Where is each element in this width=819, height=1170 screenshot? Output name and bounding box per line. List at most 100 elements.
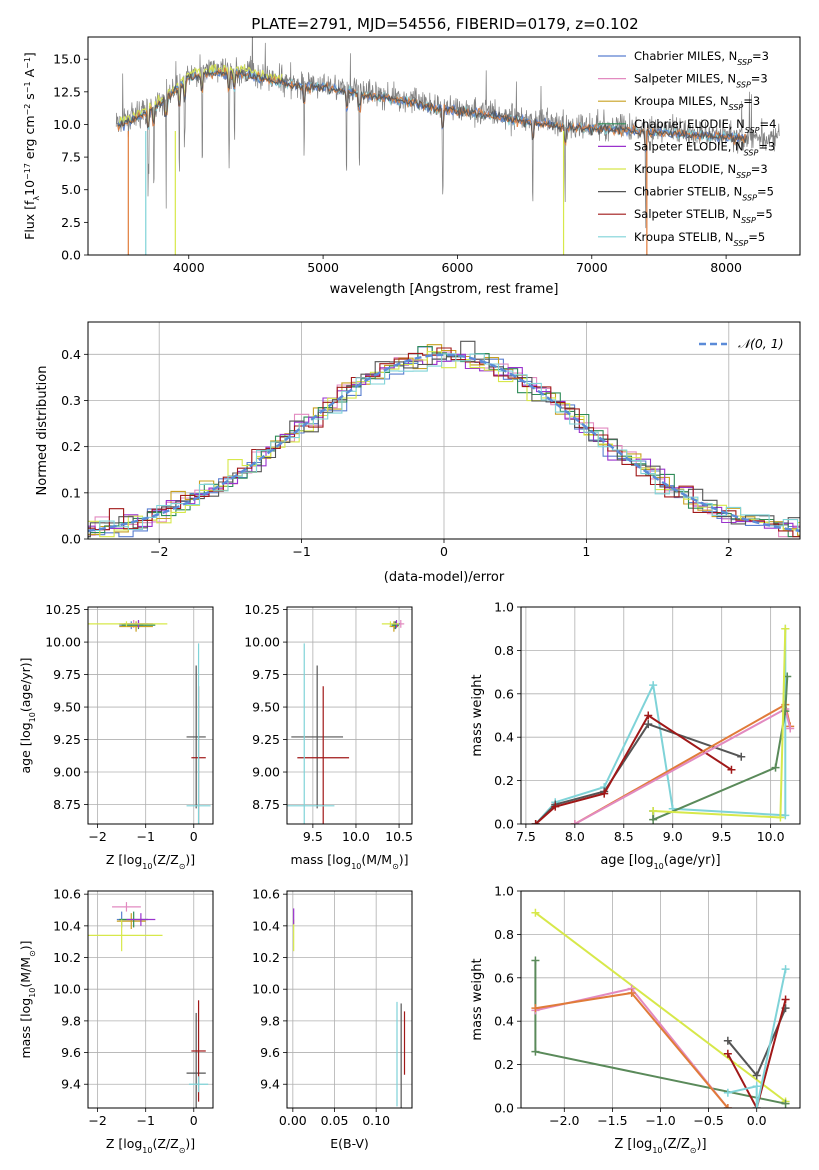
mass-weight-marker bbox=[781, 965, 790, 974]
weight_vs_age-series bbox=[531, 624, 795, 824]
residual-histogram-step bbox=[88, 344, 800, 536]
mass-weight-line bbox=[727, 968, 787, 1108]
x-tick-label: 8.5 bbox=[614, 829, 634, 844]
y-tick-label: 0.0 bbox=[61, 532, 81, 547]
mass-weight-marker bbox=[600, 789, 609, 798]
y-tick-label: 9.25 bbox=[252, 732, 280, 747]
x-tick-label: −2 bbox=[150, 544, 168, 559]
mass-weight-marker bbox=[786, 724, 795, 733]
mass-weight-marker bbox=[737, 752, 746, 761]
y-tick-label: 9.50 bbox=[53, 700, 81, 715]
x-tick-label: 8.0 bbox=[565, 829, 585, 844]
y-tick-label: 0.6 bbox=[494, 686, 514, 701]
y-tick-label: 10.0 bbox=[53, 982, 81, 997]
age_vs_mass-frame bbox=[286, 606, 413, 825]
mass_vs_EBV-errorbars bbox=[293, 908, 406, 1108]
mass-weight-marker bbox=[781, 1099, 790, 1108]
x-tick-label: 2 bbox=[725, 544, 733, 559]
mass-weight-line bbox=[535, 714, 733, 824]
age_vs_mass-axes: 9.5 10.0 10.5 8.75 9.00 9.25 9.50 9.75 10.00 10.2… bbox=[244, 602, 413, 844]
y-tick-label: 0.4 bbox=[494, 730, 514, 745]
errorbar-point bbox=[392, 621, 400, 630]
mass-weight-line bbox=[534, 911, 787, 1103]
x-tick-label: 10.0 bbox=[342, 829, 370, 844]
mass-weight-marker bbox=[649, 815, 658, 824]
y-tick-label: 0.4 bbox=[61, 347, 81, 362]
mass_vs_Z-axes: −2 −1 0 9.4 9.6 9.8 10.0 10.2 10.4 10.6 bbox=[53, 887, 213, 1128]
y-tick-label: 10.0 bbox=[53, 117, 81, 132]
residual-y-label: Normed distribution bbox=[35, 366, 50, 496]
y-tick-label: 0.0 bbox=[61, 248, 81, 263]
y-tick-label: 0.2 bbox=[494, 1057, 514, 1072]
weight_vs_Z-y-label: mass weight bbox=[470, 958, 485, 1040]
mass-weight-marker bbox=[723, 1104, 732, 1108]
x-tick-label: 7000 bbox=[576, 260, 608, 275]
mass-weight-marker bbox=[531, 908, 540, 917]
x-tick-label: −2 bbox=[88, 1113, 106, 1128]
y-tick-label: 1.0 bbox=[494, 600, 514, 615]
x-tick-label: 0.05 bbox=[321, 1113, 349, 1128]
x-tick-label: −1.0 bbox=[645, 1113, 675, 1128]
residual-histogram-step bbox=[88, 351, 800, 538]
spectrum-frame bbox=[87, 36, 801, 256]
y-tick-label: 5.0 bbox=[61, 182, 81, 197]
x-tick-label: 0.10 bbox=[362, 1113, 390, 1128]
mass-weight-marker bbox=[531, 956, 540, 965]
model-spectrum-line bbox=[117, 69, 747, 149]
mass_vs_Z-x-label: Z [log10(Z/Z⊙)] bbox=[106, 1136, 195, 1155]
errorbar-point bbox=[186, 665, 206, 809]
x-tick-label: −1.5 bbox=[597, 1113, 627, 1128]
y-tick-label: 9.4 bbox=[260, 1077, 280, 1092]
y-tick-label: 10.6 bbox=[252, 887, 280, 902]
y-tick-label: 10.00 bbox=[45, 635, 81, 650]
gaussian-reference-curve bbox=[88, 353, 800, 533]
mass-weight-marker bbox=[551, 802, 560, 811]
y-tick-label: 9.75 bbox=[252, 667, 280, 682]
y-tick-label: 9.00 bbox=[252, 765, 280, 780]
x-tick-label: 0 bbox=[190, 829, 198, 844]
age_vs_mass-errorbars bbox=[287, 619, 405, 824]
age_vs_Z-frame bbox=[87, 606, 214, 825]
weight_vs_Z-x-label: Z [log10(Z/Z⊙)] bbox=[614, 1137, 706, 1155]
y-tick-label: 9.8 bbox=[260, 1013, 280, 1028]
spectrum-x-label: wavelength [Angstrom, rest frame] bbox=[330, 282, 559, 297]
mass_vs_Z-frame bbox=[87, 890, 214, 1109]
mass-weight-marker bbox=[781, 811, 790, 820]
legend-entry: Salpeter STELIB, NSSP=5 bbox=[634, 207, 773, 225]
residuals-frame bbox=[87, 321, 801, 540]
y-tick-label: 0.2 bbox=[61, 439, 81, 454]
y-tick-label: 9.8 bbox=[61, 1013, 81, 1028]
mass-weight-marker bbox=[723, 1088, 732, 1097]
y-tick-label: 0.4 bbox=[494, 1014, 514, 1029]
mass-weight-marker bbox=[752, 1104, 761, 1108]
legend-entry: Salpeter MILES, NSSP=3 bbox=[634, 72, 768, 90]
y-tick-label: 9.6 bbox=[260, 1045, 280, 1060]
residuals-axes: −2 −1 0 1 2 0.0 0.1 0.2 0.3 0.4 bbox=[61, 322, 800, 559]
x-tick-label: 0.0 bbox=[747, 1113, 767, 1128]
errorbar-point bbox=[188, 1076, 209, 1093]
y-tick-label: 10.00 bbox=[244, 635, 280, 650]
mass_vs_EBV-x-label: E(B-V) bbox=[330, 1136, 369, 1151]
x-tick-label: −1 bbox=[136, 829, 154, 844]
weight_vs_age-y-label: mass weight bbox=[470, 674, 485, 756]
mass-weight-marker bbox=[644, 720, 653, 729]
mass-weight-marker bbox=[531, 1047, 540, 1056]
mass-weight-marker bbox=[723, 1049, 732, 1058]
y-tick-label: 9.50 bbox=[252, 700, 280, 715]
legend-entry: Kroupa STELIB, NSSP=5 bbox=[634, 230, 765, 248]
age_vs_Z-axes: −2 −1 0 8.75 9.00 9.25 9.50 9.75 10.00 10.25 bbox=[45, 602, 213, 844]
y-tick-label: 10.2 bbox=[53, 950, 81, 965]
errorbar-point bbox=[291, 665, 344, 809]
y-tick-label: 9.6 bbox=[61, 1045, 81, 1060]
figure-title: PLATE=2791, MJD=54556, FIBERID=0179, z=0… bbox=[251, 15, 638, 33]
residual-x-label: (data-model)/error bbox=[384, 570, 505, 585]
mass-weight-line bbox=[726, 999, 787, 1108]
errorbar-point bbox=[186, 1012, 206, 1108]
errorbar-point bbox=[126, 913, 156, 926]
mass-weight-marker bbox=[723, 1036, 732, 1045]
weight_vs_Z-series bbox=[531, 908, 790, 1108]
legend-entry: 𝒩(0, 1) bbox=[738, 336, 784, 351]
y-tick-label: 0.3 bbox=[61, 393, 81, 408]
y-tick-label: 0.1 bbox=[61, 485, 81, 500]
